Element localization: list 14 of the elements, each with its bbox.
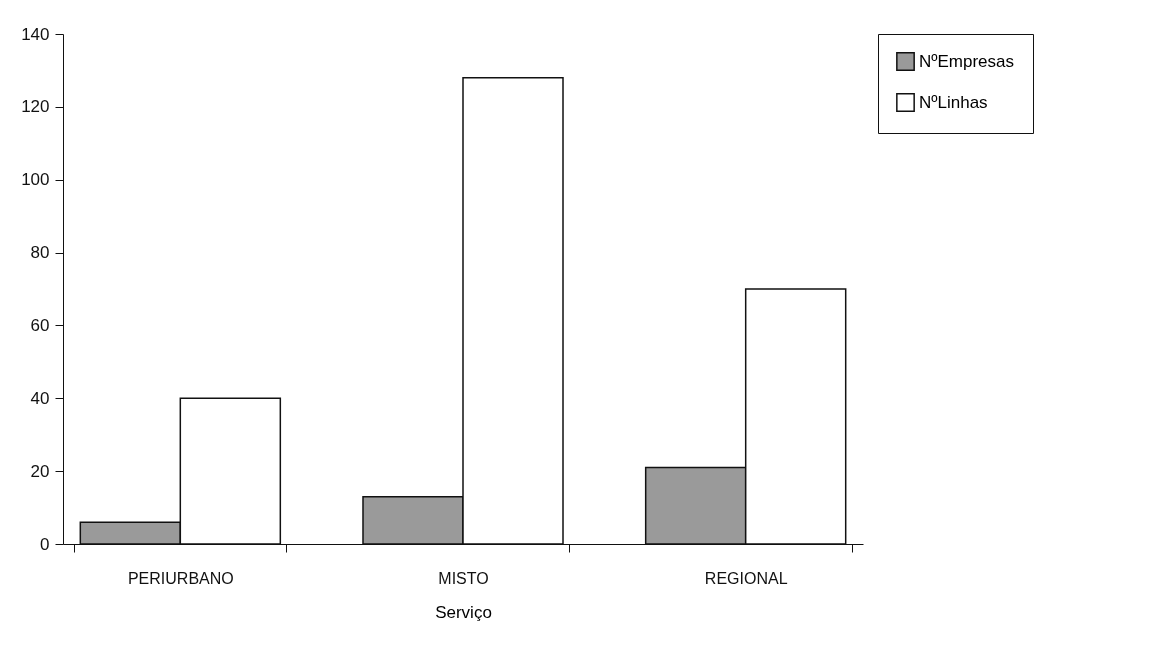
y-tick-label: 100	[21, 170, 50, 190]
x-tick-label: MISTO	[438, 569, 489, 587]
y-tick-label: 20	[30, 461, 50, 481]
x-axis-title: Serviço	[435, 602, 492, 622]
x-tick-label: PERIURBANO	[127, 569, 234, 587]
legend-label: NºEmpresas	[919, 51, 1015, 71]
y-tick-label: 120	[21, 97, 50, 117]
y-tick-label: 0	[40, 534, 50, 554]
y-tick-label: 40	[30, 388, 50, 408]
y-tick-label: 80	[30, 243, 50, 263]
y-tick-label: 140	[21, 24, 50, 44]
legend-label: NºLinhas	[919, 92, 988, 112]
x-tick-label: REGIONAL	[704, 569, 788, 587]
y-tick-label: 60	[30, 315, 50, 335]
